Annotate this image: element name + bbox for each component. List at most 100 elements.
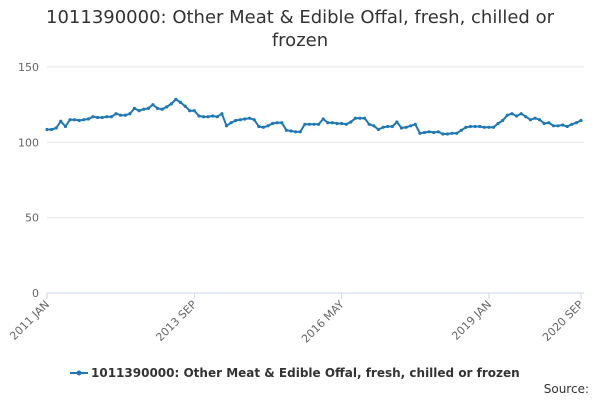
data-point xyxy=(340,121,344,126)
data-point xyxy=(151,103,155,107)
data-point xyxy=(478,124,482,129)
data-point xyxy=(201,115,206,119)
x-tick-label: 2016 MAY xyxy=(299,298,347,346)
data-point xyxy=(165,105,169,109)
data-point xyxy=(178,100,183,104)
data-point xyxy=(183,104,187,108)
data-point xyxy=(109,115,113,119)
data-point xyxy=(372,124,376,128)
data-point xyxy=(317,122,321,126)
data-point xyxy=(234,118,238,123)
data-point xyxy=(215,115,219,119)
data-point xyxy=(155,106,160,110)
data-point xyxy=(229,121,233,125)
data-point xyxy=(422,130,427,135)
data-point xyxy=(105,115,109,119)
data-point xyxy=(432,130,436,135)
data-point xyxy=(86,117,90,121)
data-point xyxy=(100,115,104,120)
y-tick-label: 0 xyxy=(32,287,39,300)
data-point xyxy=(50,127,54,132)
y-tick-label: 50 xyxy=(25,212,39,225)
data-point xyxy=(266,124,270,128)
data-point xyxy=(211,114,215,118)
data-point xyxy=(206,115,210,119)
data-point xyxy=(307,122,311,126)
data-point xyxy=(574,121,579,125)
data-point xyxy=(427,130,431,134)
data-point xyxy=(413,122,417,126)
data-point xyxy=(45,127,49,132)
data-point xyxy=(197,114,201,118)
y-tick-label: 100 xyxy=(18,136,39,149)
gridlines xyxy=(47,66,584,219)
data-point xyxy=(409,124,413,128)
data-point xyxy=(455,131,459,135)
data-point xyxy=(561,123,565,127)
data-point xyxy=(570,122,574,126)
data-point xyxy=(547,121,551,125)
data-point xyxy=(579,118,583,123)
data-point xyxy=(464,125,468,129)
data-point xyxy=(114,112,118,116)
data-point xyxy=(119,113,123,117)
data-point xyxy=(390,124,394,129)
data-point xyxy=(289,129,293,133)
data-point xyxy=(459,128,463,132)
data-point xyxy=(528,118,533,122)
data-point xyxy=(445,132,450,136)
data-point xyxy=(473,124,477,129)
x-tick-label: 2011 JAN xyxy=(7,298,52,343)
data-point xyxy=(496,121,500,126)
data-point xyxy=(96,115,100,120)
data-point xyxy=(68,118,72,122)
data-point xyxy=(515,114,519,118)
data-point xyxy=(349,120,353,124)
data-point xyxy=(192,109,196,113)
data-point xyxy=(132,106,137,110)
data-point xyxy=(441,132,445,136)
data-point xyxy=(142,107,146,111)
data-point xyxy=(386,124,390,129)
data-point xyxy=(326,121,330,125)
data-point xyxy=(404,125,408,129)
data-point xyxy=(353,116,357,120)
data-point xyxy=(91,115,95,119)
data-point xyxy=(280,121,284,125)
data-point xyxy=(519,112,523,116)
data-point xyxy=(169,102,173,106)
data-point xyxy=(399,126,404,130)
data-point xyxy=(257,124,261,129)
data-point xyxy=(487,125,491,129)
legend-label: 1011390000: Other Meat & Edible Offal, f… xyxy=(91,366,520,380)
series-line xyxy=(47,98,582,135)
data-point xyxy=(381,125,385,129)
data-point xyxy=(395,120,399,124)
axes: 0 50 100 150 2011 JAN 2013 SEP 2016 MAY 2019 JA… xyxy=(7,61,586,346)
data-point xyxy=(77,118,81,123)
legend[interactable]: 1011390000: Other Meat & Edible Offal, f… xyxy=(70,366,520,380)
x-tick-label: 2013 SEP xyxy=(153,298,199,344)
data-point xyxy=(188,109,192,113)
data-point xyxy=(298,130,302,134)
data-point xyxy=(505,113,509,117)
data-point xyxy=(468,124,473,129)
chart-title: 1011390000: Other Meat & Edible Offal, f… xyxy=(46,7,554,51)
data-point xyxy=(238,118,242,122)
source-label: Source: xyxy=(544,382,589,396)
data-point xyxy=(174,97,178,101)
data-point xyxy=(418,131,422,135)
data-point xyxy=(538,118,542,122)
data-point xyxy=(160,107,164,111)
data-point xyxy=(224,124,229,128)
data-point xyxy=(294,130,298,134)
y-tick-label: 150 xyxy=(18,61,39,74)
data-point xyxy=(335,121,339,126)
data-point xyxy=(82,118,86,122)
series-layer xyxy=(45,97,583,136)
data-point xyxy=(450,131,454,135)
data-point xyxy=(63,124,67,129)
data-point xyxy=(551,124,556,128)
data-point xyxy=(284,128,288,132)
